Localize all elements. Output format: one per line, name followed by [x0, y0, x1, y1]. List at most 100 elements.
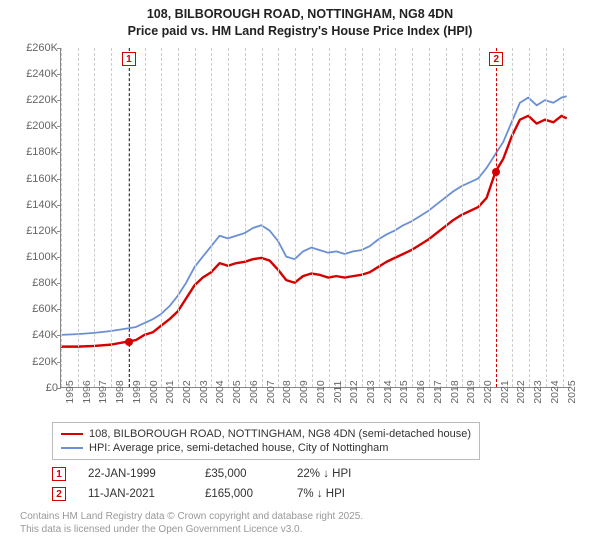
x-gridline [479, 48, 480, 387]
x-gridline [345, 48, 346, 387]
x-gridline [395, 48, 396, 387]
x-tick-label: 2005 [231, 380, 243, 403]
x-gridline [145, 48, 146, 387]
legend-swatch [61, 447, 83, 449]
legend-label: HPI: Average price, semi-detached house,… [89, 442, 388, 454]
marker-line-1 [129, 48, 130, 387]
chart-container: 108, BILBOROUGH ROAD, NOTTINGHAM, NG8 4D… [0, 0, 600, 560]
y-tick-label: £0 [18, 382, 58, 394]
x-tick-label: 2024 [549, 380, 561, 403]
x-tick-label: 2021 [499, 380, 511, 403]
marker-box-2: 2 [489, 52, 503, 66]
line-svg [61, 48, 570, 387]
x-gridline [228, 48, 229, 387]
x-tick-label: 1995 [64, 380, 76, 403]
title-line-2: Price paid vs. HM Land Registry's House … [10, 23, 590, 40]
x-tick-label: 2009 [298, 380, 310, 403]
x-tick-label: 2007 [265, 380, 277, 403]
x-tick-label: 2013 [365, 380, 377, 403]
x-tick-label: 2025 [566, 380, 578, 403]
title-line-1: 108, BILBOROUGH ROAD, NOTTINGHAM, NG8 4D… [10, 6, 590, 23]
x-gridline [245, 48, 246, 387]
x-gridline [61, 48, 62, 387]
x-gridline [546, 48, 547, 387]
x-gridline [295, 48, 296, 387]
x-tick-label: 2015 [398, 380, 410, 403]
y-tick-label: £60K [18, 303, 58, 315]
x-tick-label: 2023 [532, 380, 544, 403]
x-tick-label: 2014 [382, 380, 394, 403]
y-tick-label: £40K [18, 329, 58, 341]
footer-line-2: This data is licensed under the Open Gov… [20, 523, 590, 536]
x-gridline [512, 48, 513, 387]
y-tick-label: £160K [18, 173, 58, 185]
event-row: 122-JAN-1999£35,00022% ↓ HPI [52, 464, 590, 484]
x-gridline [94, 48, 95, 387]
x-gridline [211, 48, 212, 387]
x-gridline [329, 48, 330, 387]
marker-dot-1 [125, 338, 133, 346]
legend-box: 108, BILBOROUGH ROAD, NOTTINGHAM, NG8 4D… [52, 422, 480, 460]
x-tick-label: 2016 [415, 380, 427, 403]
x-gridline [195, 48, 196, 387]
y-tick-label: £260K [18, 42, 58, 54]
y-tick-label: £100K [18, 251, 58, 263]
x-gridline [412, 48, 413, 387]
title-block: 108, BILBOROUGH ROAD, NOTTINGHAM, NG8 4D… [10, 6, 590, 40]
x-tick-label: 1999 [131, 380, 143, 403]
x-gridline [429, 48, 430, 387]
x-tick-label: 2000 [148, 380, 160, 403]
event-diff: 7% ↓ HPI [297, 488, 387, 500]
x-gridline [563, 48, 564, 387]
events-table: 122-JAN-1999£35,00022% ↓ HPI 2 11-JAN-2021… [52, 464, 590, 504]
y-tick-label: £20K [18, 356, 58, 368]
y-tick-label: £140K [18, 199, 58, 211]
marker-dot-2 [492, 168, 500, 176]
x-gridline [379, 48, 380, 387]
x-tick-label: 2022 [515, 380, 527, 403]
x-tick-label: 2019 [465, 380, 477, 403]
x-tick-label: 2008 [281, 380, 293, 403]
y-tick-label: £120K [18, 225, 58, 237]
x-gridline [529, 48, 530, 387]
x-tick-label: 1998 [114, 380, 126, 403]
x-gridline [262, 48, 263, 387]
y-tick-label: £220K [18, 94, 58, 106]
x-tick-label: 2001 [164, 380, 176, 403]
legend-row: HPI: Average price, semi-detached house,… [61, 441, 471, 455]
x-tick-label: 2003 [198, 380, 210, 403]
x-tick-label: 1997 [97, 380, 109, 403]
x-gridline [462, 48, 463, 387]
series-price_paid [61, 116, 567, 347]
x-tick-label: 2011 [332, 380, 344, 403]
series-hpi [61, 96, 567, 335]
x-tick-label: 2006 [248, 380, 260, 403]
legend-row: 108, BILBOROUGH ROAD, NOTTINGHAM, NG8 4D… [61, 427, 471, 441]
y-tick-label: £240K [18, 68, 58, 80]
event-date: 22-JAN-1999 [88, 468, 183, 480]
plot-region: 12 [60, 48, 570, 388]
x-tick-label: 2018 [449, 380, 461, 403]
x-gridline [362, 48, 363, 387]
x-gridline [178, 48, 179, 387]
x-tick-label: 2004 [214, 380, 226, 403]
y-tick-label: £180K [18, 146, 58, 158]
marker-box-1: 1 [122, 52, 136, 66]
y-tick-label: £200K [18, 120, 58, 132]
event-row: 211-JAN-2021£165,0007% ↓ HPI [52, 484, 590, 504]
event-date: 11-JAN-2021 [88, 488, 183, 500]
x-tick-label: 2020 [482, 380, 494, 403]
x-tick-label: 1996 [81, 380, 93, 403]
chart-area: 12 £0£20K£40K£60K£80K£100K£120K£140K£160… [18, 44, 578, 416]
legend-swatch [61, 433, 83, 435]
x-gridline [111, 48, 112, 387]
footer-line-1: Contains HM Land Registry data © Crown c… [20, 510, 590, 523]
event-diff: 22% ↓ HPI [297, 468, 387, 480]
y-tick-label: £80K [18, 277, 58, 289]
x-tick-label: 2012 [348, 380, 360, 403]
event-marker: 2 [52, 487, 66, 501]
x-gridline [78, 48, 79, 387]
footer-attribution: Contains HM Land Registry data © Crown c… [20, 510, 590, 536]
x-tick-label: 2010 [315, 380, 327, 403]
x-gridline [161, 48, 162, 387]
